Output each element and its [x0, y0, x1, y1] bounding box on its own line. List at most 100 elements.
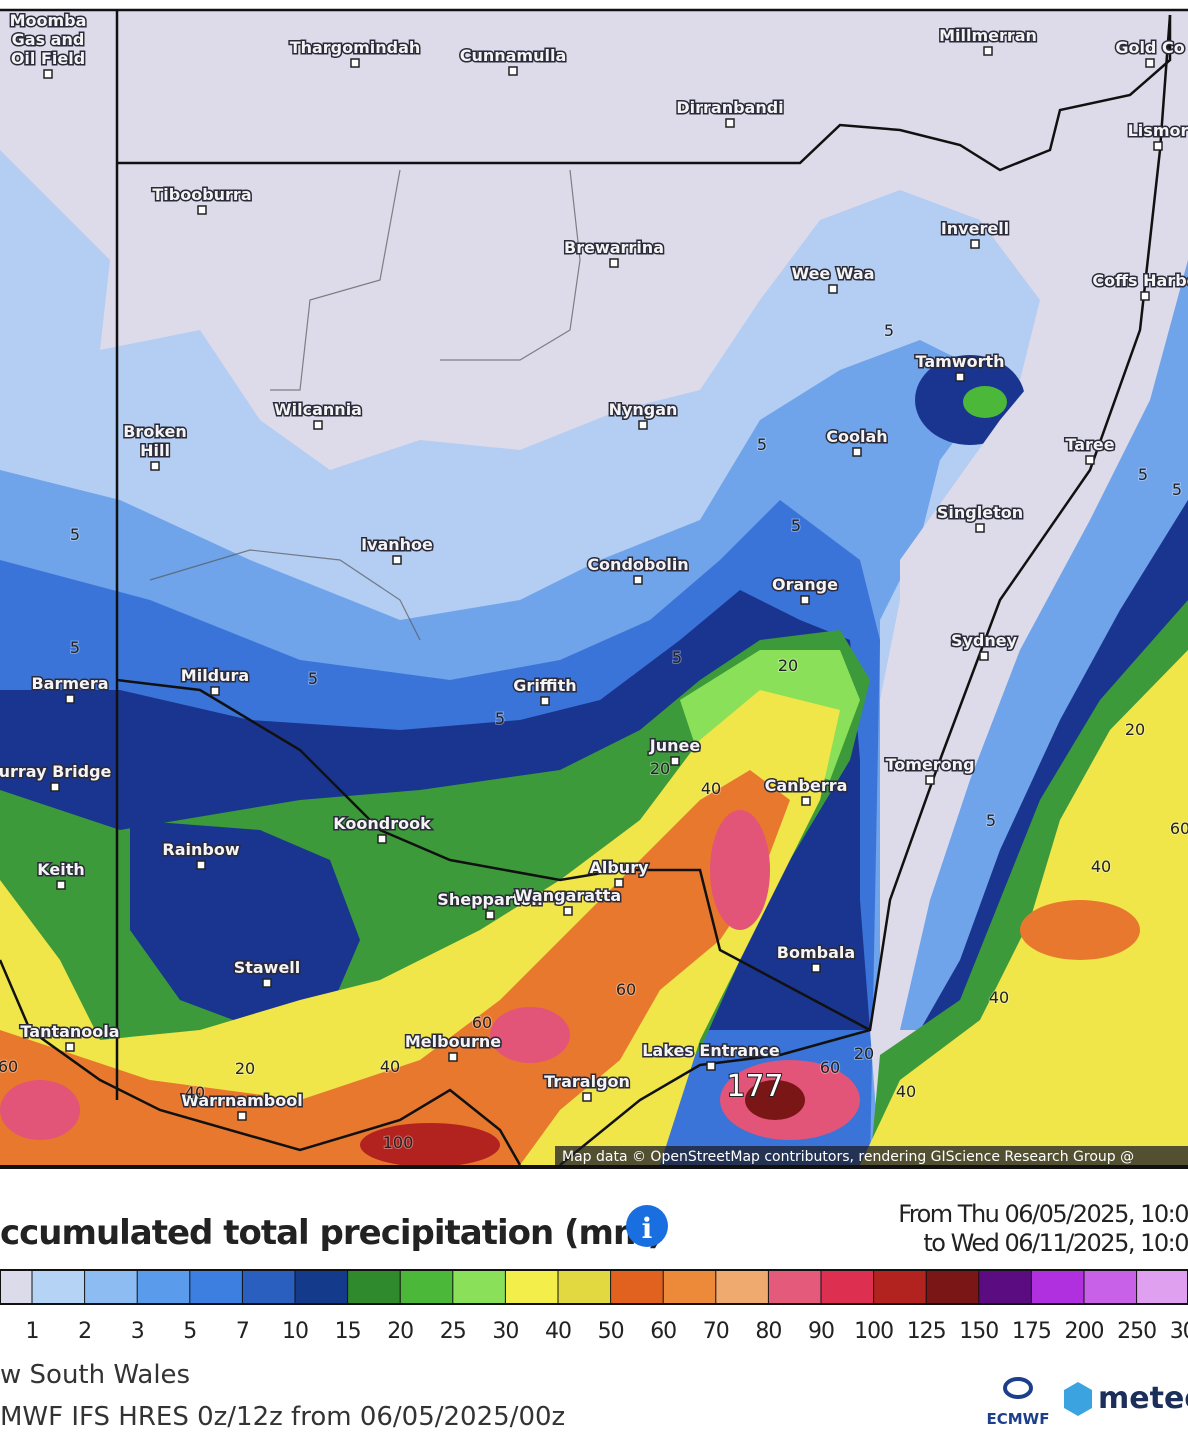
town-marker	[313, 420, 323, 430]
model: MWF IFS HRES 0z/12z from 06/05/2025/00z	[0, 1402, 565, 1432]
town-label: Orange	[772, 575, 838, 594]
rain-area	[710, 810, 770, 930]
town-marker	[508, 66, 518, 76]
info-icon-glyph[interactable]: i	[642, 1212, 653, 1245]
town-label: Keith	[37, 860, 85, 879]
town-marker	[955, 372, 965, 382]
town-label: Melbourne	[405, 1032, 501, 1051]
town-label: Condobolin	[587, 555, 688, 574]
town-label: Nyngan	[609, 400, 678, 419]
town-label: Singleton	[937, 503, 1023, 522]
town-marker	[377, 834, 387, 844]
town-marker	[1145, 58, 1155, 68]
town-marker	[1085, 455, 1095, 465]
town-label: Barmera	[31, 674, 108, 693]
colorbar-frame	[0, 1269, 1188, 1305]
town-label: Griffith	[513, 676, 576, 695]
town-marker	[811, 963, 821, 973]
date-to: to Wed 06/11/2025, 10:0	[923, 1229, 1188, 1257]
colorbar-tick-label: 25	[440, 1319, 466, 1344]
town-marker	[706, 1061, 716, 1071]
town-marker	[670, 756, 680, 766]
town-marker	[196, 860, 206, 870]
colorbar-tick-label: 80	[755, 1319, 781, 1344]
town-marker	[210, 686, 220, 696]
rain-area	[130, 820, 360, 1030]
colorbar-tick-label: 5	[183, 1319, 196, 1344]
colorbar-tick-label: 7	[236, 1319, 249, 1344]
town-label: Gold Co	[1115, 38, 1184, 57]
date-from: From Thu 06/05/2025, 10:0	[898, 1200, 1188, 1228]
colorbar-tick-label: 10	[282, 1319, 308, 1344]
contour-label: 5	[986, 811, 996, 830]
info-icon[interactable]	[626, 1205, 668, 1247]
town-marker	[350, 58, 360, 68]
contour-label: 5	[70, 525, 80, 544]
colorbar-tick-label: 20	[387, 1319, 413, 1344]
town-label: Traralgon	[544, 1072, 630, 1091]
town-marker	[852, 447, 862, 457]
town-marker	[485, 910, 495, 920]
contour-label: 100	[383, 1133, 414, 1152]
town-marker	[392, 555, 402, 565]
town-marker	[582, 1092, 592, 1102]
town-label: Mildura	[181, 666, 249, 685]
colorbar-segment	[242, 1270, 295, 1304]
colorbar-segment	[1031, 1270, 1084, 1304]
town-label: Lismor	[1128, 121, 1188, 140]
colorbar-tick-label: 30	[492, 1319, 518, 1344]
town-label: Albury	[589, 858, 649, 877]
contour-label: 20	[778, 656, 798, 675]
town-label: Wangaratta	[515, 886, 621, 905]
colorbar-tick-label: 175	[1012, 1319, 1051, 1344]
colorbar-tick-label: 1	[26, 1319, 39, 1344]
town-marker	[609, 258, 619, 268]
town-marker	[800, 595, 810, 605]
town-marker	[197, 205, 207, 215]
town-marker	[43, 69, 53, 79]
colorbar-tick-label: 15	[335, 1319, 361, 1344]
contour-label: 40	[185, 1083, 205, 1102]
colorbar-segment	[558, 1270, 611, 1304]
town-label: Shepparton	[437, 890, 542, 909]
colorbar-tick-label: 2	[78, 1319, 91, 1344]
contour-label: 60	[616, 980, 636, 999]
town-marker	[65, 1042, 75, 1052]
town-marker	[1153, 141, 1163, 151]
town-marker	[983, 46, 993, 56]
town-marker	[614, 878, 624, 888]
town-marker	[925, 775, 935, 785]
colorbar-tick-label: 300	[1170, 1319, 1188, 1344]
town-label: Koondrook	[333, 814, 431, 833]
town-label: Bombala	[777, 943, 855, 962]
town-label: Millmerran	[939, 26, 1037, 45]
region: w South Wales	[0, 1360, 190, 1390]
contour-label: 40	[701, 779, 721, 798]
town-label: Inverell	[941, 219, 1009, 238]
town-label: Broken	[123, 422, 187, 441]
colorbar-segment	[505, 1270, 558, 1304]
contour-label: 20	[235, 1059, 255, 1078]
colorbar-segment	[137, 1270, 190, 1304]
town-label: Brewarrina	[564, 238, 664, 257]
legend-title: ccumulated total precipitation (mm)	[0, 1213, 662, 1253]
town-label: Taree	[1065, 435, 1114, 454]
town-marker	[563, 906, 573, 916]
contour-label: 5	[757, 435, 767, 454]
rain-area	[0, 690, 840, 1165]
colorbar-tick-label: 40	[545, 1319, 571, 1344]
town-label: Wee Waa	[791, 264, 874, 283]
town-label: Coffs Harbo	[1092, 271, 1188, 290]
town-label: Hill	[140, 441, 170, 460]
attribution-background	[555, 1146, 1188, 1166]
colorbar-segment	[295, 1270, 348, 1304]
colorbar-tick-label: 200	[1065, 1319, 1104, 1344]
colorbar-segment	[821, 1270, 874, 1304]
colorbar-tick-label: 100	[854, 1319, 893, 1344]
contour-label: 5	[70, 638, 80, 657]
town-label: Junee	[649, 736, 701, 755]
contour-label: 40	[896, 1082, 916, 1101]
rain-area	[1020, 900, 1140, 960]
colorbar-segment	[926, 1270, 979, 1304]
